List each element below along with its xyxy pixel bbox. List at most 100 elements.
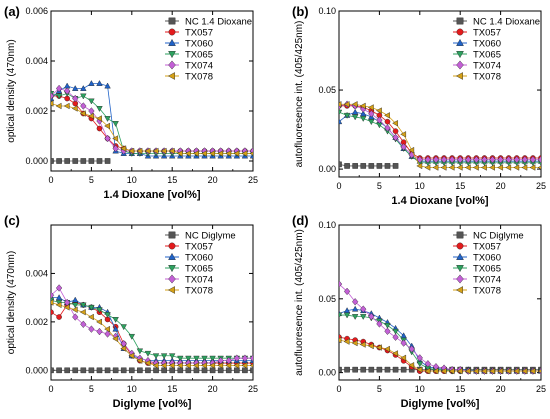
data-point [440, 367, 447, 375]
panel-3: (d) 0 5 10 15 20 25 0.00 0.05 0.10 Diglyme [vol%] a… [292, 213, 546, 410]
data-point [400, 354, 407, 362]
data-point [249, 151, 253, 156]
data-point [160, 362, 167, 369]
x-tick-label: 5 [377, 384, 382, 394]
data-point [193, 355, 200, 362]
data-point [497, 164, 504, 171]
data-point [351, 101, 358, 108]
y-axis-label: autofluoresence int. (405/425nm) [294, 229, 305, 376]
data-point [343, 338, 350, 345]
data-point [79, 110, 86, 117]
data-point [368, 366, 375, 373]
data-point [392, 333, 399, 341]
data-point [72, 94, 79, 103]
data-point [176, 362, 183, 369]
data-point [352, 298, 359, 306]
x-tick-label: 15 [167, 384, 177, 394]
data-point [352, 366, 358, 373]
data-point [64, 87, 71, 95]
data-point [112, 367, 119, 374]
x-tick-label: 0 [336, 181, 341, 191]
data-point [169, 353, 176, 360]
data-point [343, 312, 351, 319]
data-point [88, 158, 95, 164]
data-point [384, 118, 391, 125]
data-point [489, 164, 495, 171]
legend-label: NC 1.4 Dioxane [185, 17, 252, 28]
legend-label: NC 1.4 Dioxane [473, 17, 540, 28]
data-point [96, 327, 103, 336]
x-tick-label: 5 [89, 384, 94, 394]
data-point [56, 367, 62, 374]
data-point [344, 366, 350, 373]
data-point [51, 91, 55, 97]
legend-label: TX065 [473, 50, 501, 61]
data-point [339, 101, 342, 108]
data-point [368, 110, 375, 118]
legend-label: TX057 [473, 28, 501, 39]
data-point [424, 367, 431, 375]
data-point [193, 367, 200, 374]
plot-area [51, 284, 253, 374]
data-point [505, 164, 512, 171]
x-tick-label: 10 [415, 384, 425, 394]
data-point [384, 345, 390, 353]
data-point [120, 145, 127, 152]
data-point [209, 367, 216, 374]
legend-label: TX060 [185, 39, 213, 50]
data-point [112, 335, 119, 343]
data-point [440, 164, 447, 171]
x-tick-label: 20 [496, 181, 506, 191]
x-tick-label: 20 [208, 384, 218, 394]
data-point [51, 95, 55, 101]
data-point [457, 155, 464, 164]
data-point [96, 367, 103, 374]
data-point [64, 367, 70, 374]
data-point [367, 342, 374, 350]
x-axis-label: 1.4 Dioxane [vol%] [103, 189, 201, 201]
legend-label: TX078 [473, 72, 501, 83]
data-point [513, 155, 520, 164]
data-point [432, 155, 440, 164]
y-tick-label: 0.000 [25, 365, 48, 375]
data-point [51, 291, 55, 299]
data-point [87, 313, 94, 321]
data-point [177, 367, 184, 374]
legend-label: TX078 [473, 286, 501, 297]
data-point [448, 164, 455, 171]
data-point [63, 102, 70, 110]
data-point [351, 108, 359, 115]
series-line [51, 299, 253, 359]
x-tick-label: 15 [455, 181, 465, 191]
data-point [384, 327, 391, 335]
data-point [144, 359, 151, 367]
y-tick-label: 0.05 [318, 294, 336, 304]
data-point [249, 354, 253, 362]
legend-marker [456, 51, 464, 59]
data-point [241, 354, 249, 362]
legend-marker [168, 28, 176, 36]
data-point [201, 362, 207, 369]
y-tick-label: 0.006 [25, 6, 48, 16]
x-axis-label: Diglyme [vol%] [113, 398, 192, 410]
data-point [201, 355, 208, 362]
legend-label: TX065 [185, 50, 213, 61]
data-point [241, 150, 248, 157]
x-tick-label: 25 [248, 384, 258, 394]
data-point [96, 307, 103, 314]
data-point [177, 355, 184, 362]
data-point [343, 287, 351, 296]
series-line [339, 283, 541, 372]
data-point [160, 353, 168, 360]
data-point [400, 339, 407, 347]
data-point [80, 102, 87, 110]
data-point [376, 366, 383, 373]
data-point [339, 312, 343, 319]
data-point [112, 317, 119, 323]
panel-label: (d) [292, 213, 309, 228]
data-point [168, 147, 175, 155]
data-point [145, 367, 151, 374]
legend-marker [168, 231, 176, 239]
x-tick-label: 5 [89, 175, 94, 185]
